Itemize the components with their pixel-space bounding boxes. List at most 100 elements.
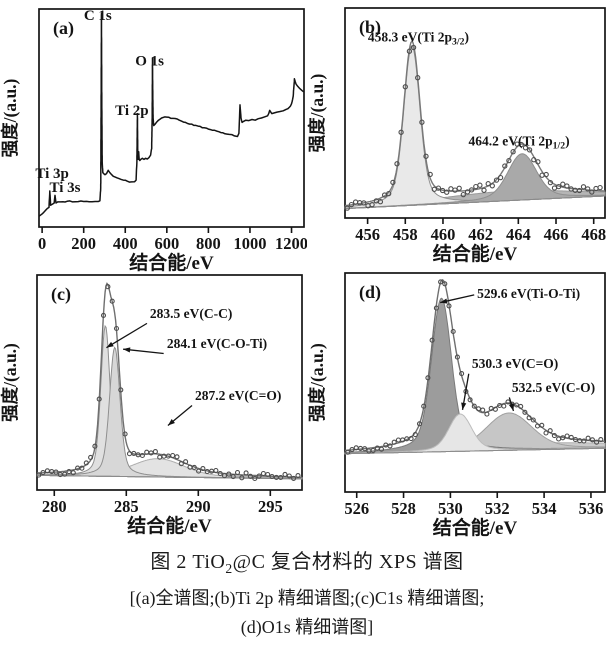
panel-letter: (c) <box>51 284 71 305</box>
plot-box <box>38 8 305 228</box>
data-point <box>589 437 595 443</box>
data-points <box>344 44 603 211</box>
peak-element-label: C 1s <box>84 8 112 24</box>
annotation-arrowhead <box>123 347 131 353</box>
data-point <box>543 430 549 436</box>
data-point <box>530 417 536 423</box>
data-point <box>402 84 408 90</box>
x-tick-label: 532 <box>485 499 510 518</box>
data-point <box>539 172 545 178</box>
data-point <box>387 443 393 449</box>
data-point <box>410 44 417 51</box>
data-point <box>551 433 557 439</box>
data-point <box>526 415 532 421</box>
x-axis-ticks: 0 200 400 600 800 1000 1200 <box>38 227 307 253</box>
x-tick-label: 600 <box>154 234 179 253</box>
x-tick-label: 530 <box>438 499 463 518</box>
data-point <box>489 183 495 189</box>
data-point <box>118 387 124 393</box>
data-points <box>345 279 604 455</box>
data-point <box>594 439 600 445</box>
peak-element-label: Ti 3s <box>49 180 80 196</box>
x-tick-label: 295 <box>258 497 283 516</box>
x-axis-title: 结合能/eV <box>433 516 518 539</box>
data-point <box>265 471 271 478</box>
x-tick-label: 0 <box>38 234 46 253</box>
data-point <box>415 75 421 81</box>
peak-annotation: 287.2 eV(C=O) <box>195 388 281 403</box>
data-point <box>361 200 367 206</box>
data-point <box>278 474 284 481</box>
data-point <box>435 185 442 191</box>
data-point <box>425 375 431 381</box>
x-tick-label: 800 <box>196 234 221 253</box>
data-point <box>126 451 133 457</box>
x-tick-label: 528 <box>391 499 416 518</box>
x-axis-ticks: 526 528 530 532 534 536 <box>344 492 603 518</box>
data-point <box>551 185 558 191</box>
x-tick-label: 456 <box>355 225 380 244</box>
data-point <box>564 433 570 439</box>
data-point <box>269 473 275 480</box>
data-point <box>88 454 94 460</box>
data-point <box>79 465 85 471</box>
data-point <box>560 181 566 187</box>
plot-box <box>36 274 303 491</box>
data-point <box>252 475 258 482</box>
data-points <box>36 284 301 482</box>
panel-d-o1s-chart: 526 528 530 532 534 536 结合能/eV 强度/(a.u.) (d) 529.… <box>307 272 606 539</box>
data-point <box>446 303 452 309</box>
data-point <box>345 449 351 455</box>
panel-letter: (d) <box>359 282 381 303</box>
data-point <box>485 181 491 187</box>
data-point <box>243 470 249 476</box>
data-point <box>370 447 376 454</box>
baseline-line <box>345 447 605 455</box>
panel-letter: (a) <box>53 18 74 39</box>
peak-annotation: 283.5 eV(C-C) <box>150 306 232 321</box>
data-point <box>501 403 507 409</box>
data-point <box>416 421 423 427</box>
data-point <box>131 450 137 456</box>
data-point <box>100 312 107 318</box>
data-point <box>597 184 603 191</box>
data-point <box>226 471 232 477</box>
x-tick-label: 290 <box>186 497 211 516</box>
data-point <box>522 409 528 415</box>
data-point <box>438 279 444 285</box>
x-tick-label: 400 <box>113 234 138 253</box>
data-point <box>200 466 206 472</box>
data-point <box>234 469 241 476</box>
data-point <box>139 452 145 459</box>
data-point <box>547 428 553 434</box>
survey-line <box>38 12 305 217</box>
data-point <box>408 436 414 442</box>
x-tick-label: 536 <box>579 499 604 518</box>
data-point <box>40 470 46 476</box>
x-tick-label: 1200 <box>275 234 307 253</box>
data-point <box>464 189 471 195</box>
data-point <box>369 201 375 208</box>
data-point <box>454 354 460 360</box>
data-point <box>386 190 392 197</box>
data-point <box>518 141 524 148</box>
data-point <box>170 452 176 459</box>
data-point <box>286 473 292 479</box>
peak-annotation: 458.3 eV(Ti 2p3/2) <box>368 30 469 48</box>
data-point <box>585 435 591 441</box>
data-point <box>352 199 359 205</box>
data-point <box>481 187 487 193</box>
data-point <box>183 459 189 465</box>
caption-title: 图 2 TiO2@C 复合材料的 XPS 谱图 <box>150 551 464 576</box>
annotation-arrowhead <box>440 298 448 304</box>
panel-a-survey-chart: 0 200 400 600 800 1000 1200 结合能/eV 强度/(a.u.) (a) C… <box>0 8 307 274</box>
data-point <box>576 187 583 194</box>
data-point <box>535 159 541 165</box>
panel-letter: (b) <box>359 17 381 38</box>
data-point <box>349 447 355 453</box>
annotation-arrowhead <box>508 403 514 411</box>
data-point <box>477 182 483 188</box>
data-point <box>295 473 301 479</box>
data-point <box>580 184 587 190</box>
data-point <box>539 422 545 428</box>
